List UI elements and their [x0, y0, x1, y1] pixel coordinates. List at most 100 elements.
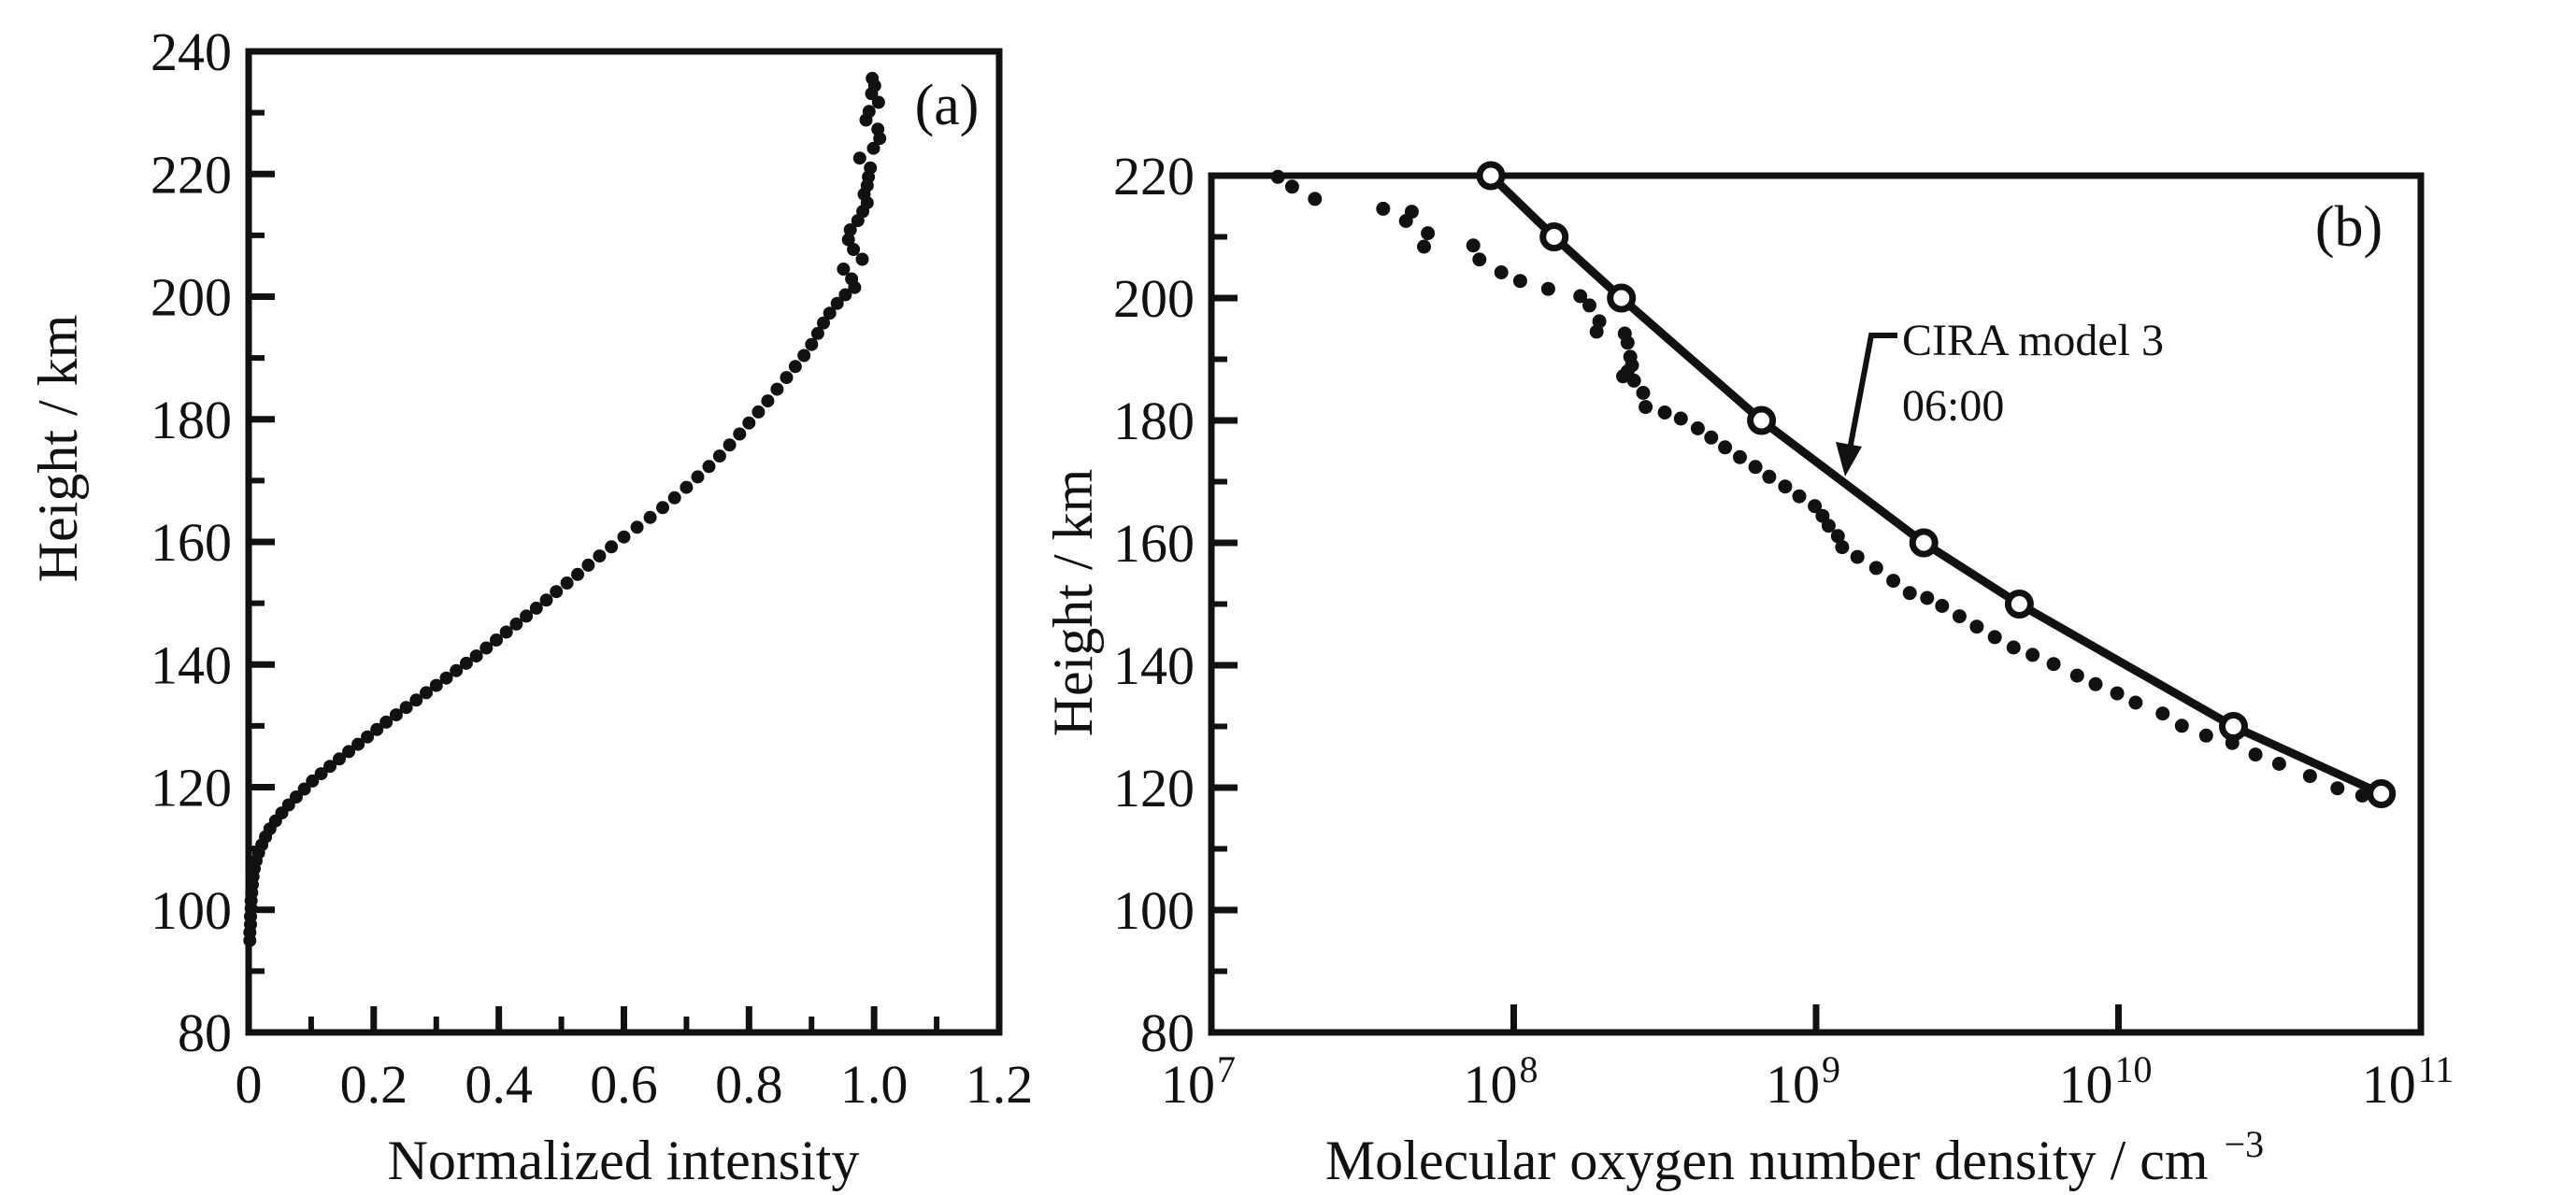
- y-axis-tick-label: 160: [150, 512, 232, 573]
- data-point: [1830, 529, 1845, 544]
- panel-b-y-axis-title: Height / km: [1042, 469, 1104, 737]
- data-point: [691, 470, 705, 484]
- data-point: [490, 633, 503, 647]
- panel-a-y-axis-title: Height / km: [27, 315, 89, 583]
- data-point: [1494, 265, 1509, 279]
- data-point: [389, 708, 403, 722]
- model-marker: [2219, 712, 2248, 741]
- cira-model-markers: [1476, 161, 2397, 808]
- data-point: [2088, 676, 2103, 691]
- data-point: [2006, 640, 2021, 655]
- data-point: [761, 394, 775, 408]
- data-point: [2046, 657, 2061, 672]
- cira-model-curve: [1487, 172, 2383, 798]
- y-axis-tick-label: 200: [1113, 268, 1195, 329]
- data-point: [1620, 335, 1635, 350]
- data-point: [2330, 781, 2345, 796]
- annotation-arrowhead-icon: [1836, 442, 1862, 477]
- data-point: [459, 656, 473, 670]
- data-point: [1512, 274, 1527, 289]
- data-point: [1376, 201, 1391, 216]
- data-point: [1935, 599, 1950, 613]
- data-point: [450, 663, 464, 677]
- x-axis-tick-label: 1.0: [840, 1054, 909, 1115]
- panel-a: 0 0.2 0.4 0.6 0.8 1.0 1.2 80 100 120 140 160 180 200 2…: [150, 21, 1033, 1115]
- y-axis-tick-label: 140: [150, 634, 232, 695]
- data-point: [797, 349, 811, 363]
- data-point: [871, 122, 885, 136]
- data-point: [1472, 252, 1487, 267]
- data-point: [409, 693, 423, 707]
- y-axis-tick-label: 100: [1113, 880, 1195, 941]
- cira-annotation-line1: CIRA model 3: [1902, 316, 2164, 365]
- plot-border: [245, 48, 1003, 1036]
- data-point: [643, 510, 657, 524]
- data-point: [656, 501, 669, 515]
- data-point: [2128, 695, 2143, 710]
- data-point: [593, 549, 607, 563]
- data-point: [1540, 281, 1555, 296]
- data-point: [1466, 238, 1481, 253]
- data-point: [1987, 630, 2002, 645]
- data-point: [855, 252, 869, 266]
- data-point: [1704, 430, 1719, 445]
- data-point: [770, 382, 784, 396]
- data-point: [605, 540, 619, 554]
- data-point: [1636, 386, 1651, 400]
- data-point: [2174, 718, 2189, 733]
- data-point: [780, 371, 794, 385]
- x-axis-tick-label: 0.6: [590, 1054, 658, 1115]
- oxygen-density-points: [1270, 169, 2369, 803]
- data-point: [1886, 574, 1901, 589]
- data-point: [2069, 668, 2084, 683]
- data-point: [399, 701, 413, 715]
- data-point: [370, 722, 384, 736]
- x-axis-tick-label: 0.8: [715, 1054, 783, 1115]
- data-point: [866, 71, 880, 85]
- data-point: [667, 491, 681, 505]
- x-axis-tick-label: 1.2: [966, 1054, 1034, 1115]
- x-axis-tick-label: 0: [236, 1054, 263, 1115]
- data-point: [680, 480, 694, 494]
- y-axis-tick-label: 80: [178, 1003, 232, 1063]
- data-point: [571, 567, 584, 581]
- data-point: [469, 649, 483, 663]
- tick-label-exponent: 10: [2115, 1048, 2153, 1090]
- data-point: [1417, 239, 1431, 254]
- data-point: [1920, 590, 1935, 605]
- data-point: [1582, 298, 1596, 313]
- tick-label-exponent: 11: [2418, 1048, 2454, 1090]
- data-point: [1778, 479, 1793, 494]
- x-axis-tick-label: 1010: [2059, 1048, 2153, 1115]
- data-point: [1718, 440, 1733, 455]
- data-point: [2354, 789, 2369, 803]
- data-point: [1573, 289, 1588, 304]
- data-point: [509, 617, 523, 631]
- panel-b-x-axis-title: Molecular oxygen number density / cm −3: [1325, 1123, 2264, 1191]
- data-point: [1673, 411, 1688, 426]
- y-axis-tick-label: 100: [150, 880, 232, 941]
- y-axis-tick-label: 180: [1113, 391, 1195, 451]
- data-point: [560, 576, 574, 590]
- data-point: [630, 520, 644, 534]
- data-point: [1616, 369, 1630, 384]
- data-point: [2248, 747, 2263, 762]
- data-point: [1808, 499, 1823, 514]
- data-point: [297, 782, 311, 796]
- data-point: [289, 790, 303, 804]
- panel-b-label: (b): [2315, 195, 2383, 259]
- model-marker: [2367, 779, 2397, 808]
- plot-border: [1208, 172, 2425, 1036]
- data-point: [847, 243, 861, 256]
- data-point: [805, 337, 819, 351]
- data-point: [520, 609, 534, 623]
- y-axis-tick-label: 200: [150, 267, 232, 328]
- intensity-profile-points: [243, 71, 887, 947]
- data-point: [1284, 179, 1299, 194]
- panel-b-x-axis-title-base: Molecular oxygen number density / cm: [1325, 1130, 2209, 1191]
- data-point: [323, 760, 336, 774]
- tick-label-base: 10: [1766, 1054, 1820, 1115]
- y-axis-tick-label: 220: [1113, 146, 1195, 206]
